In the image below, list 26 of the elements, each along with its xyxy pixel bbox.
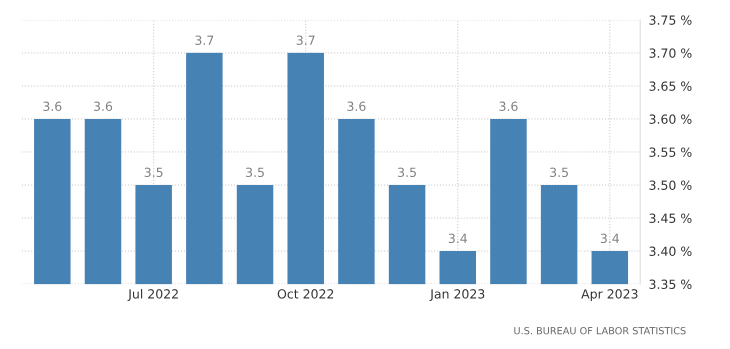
x-tick-label: Jul 2022 (128, 288, 178, 301)
y-tick-label: 3.60 % (649, 114, 692, 124)
y-tick-label: 3.40 % (649, 246, 692, 256)
x-tick-label: Apr 2023 (581, 289, 638, 302)
data-label: 3.5 (550, 168, 568, 178)
y-tick-label: 3.45 % (649, 214, 692, 223)
x-tick-label: Jan 2023 (430, 289, 484, 301)
data-label: 3.7 (296, 35, 315, 45)
data-label: 3.7 (195, 35, 214, 45)
data-label: 3.5 (144, 168, 163, 178)
y-tick-label: 3.50 % (649, 180, 692, 190)
y-tick-label: 3.75 % (649, 15, 692, 25)
y-tick-label: 3.55 % (649, 147, 692, 157)
x-tick-label: Oct 2022 (278, 289, 334, 299)
data-label: 3.5 (246, 168, 264, 178)
data-label: 3.6 (43, 102, 62, 111)
data-label: 3.5 (398, 168, 416, 178)
y-tick-label: 3.70 % (649, 48, 692, 58)
data-label: 3.4 (600, 234, 620, 244)
y-tick-label: 3.35 % (649, 280, 692, 290)
data-label: 3.6 (347, 102, 366, 111)
text: U.S. BUREAU OF LABOR STATISTICS (514, 327, 686, 334)
data-label: 3.4 (448, 234, 467, 244)
data-label: 3.6 (499, 102, 518, 111)
data-label: 3.6 (94, 102, 112, 111)
y-tick-label: 3.65 % (649, 81, 692, 91)
